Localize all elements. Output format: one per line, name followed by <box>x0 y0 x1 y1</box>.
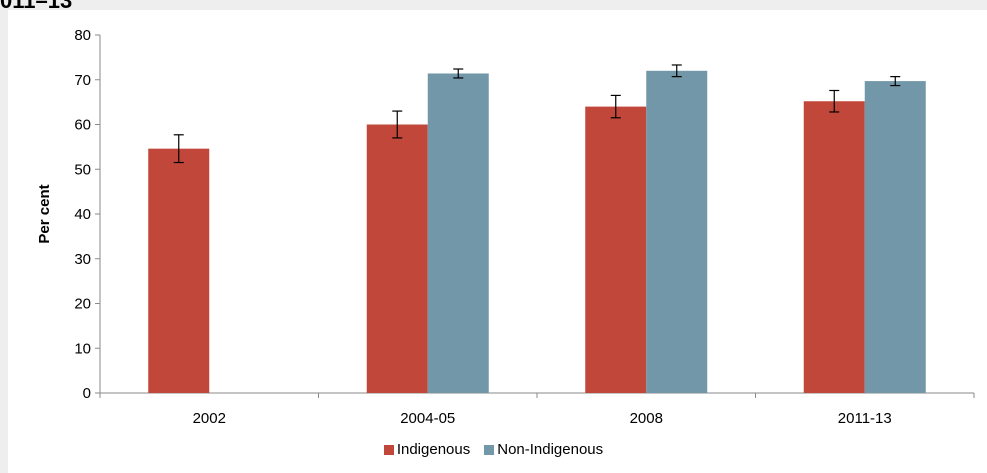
bar-indigenous <box>585 106 647 393</box>
y-tick-label: 20 <box>74 296 91 313</box>
legend: Indigenous Non-Indigenous <box>0 441 987 458</box>
y-tick-label: 0 <box>83 385 91 402</box>
legend-swatch-non-indigenous <box>484 444 495 455</box>
bar-indigenous <box>366 124 428 393</box>
legend-label-indigenous: Indigenous <box>396 441 471 458</box>
y-tick-label: 80 <box>74 27 91 44</box>
legend-item-non-indigenous: Non-Indigenous <box>484 441 603 458</box>
bar-indigenous <box>803 101 865 393</box>
legend-item-indigenous: Indigenous <box>383 441 471 458</box>
bar-non-indigenous <box>864 81 926 393</box>
y-tick-label: 70 <box>74 72 91 89</box>
x-tick-label: 2002 <box>193 410 226 427</box>
y-axis-title: Per cent <box>36 184 53 243</box>
y-tick-label: 50 <box>74 161 91 178</box>
y-tick-label: 10 <box>74 340 91 357</box>
legend-swatch-indigenous <box>383 444 394 455</box>
bar-non-indigenous <box>646 70 708 394</box>
x-tick-label: 2004-05 <box>400 410 455 427</box>
chart-title-fragment: 011–13 <box>0 0 73 13</box>
y-tick-label: 30 <box>74 251 91 268</box>
bar-indigenous <box>148 148 210 393</box>
bar-non-indigenous <box>427 73 489 394</box>
y-tick-label: 40 <box>74 206 91 223</box>
y-tick-label: 60 <box>74 117 91 134</box>
legend-label-non-indigenous: Non-Indigenous <box>497 441 604 458</box>
x-tick-label: 2011-13 <box>838 410 892 427</box>
x-tick-label: 2008 <box>630 410 663 427</box>
